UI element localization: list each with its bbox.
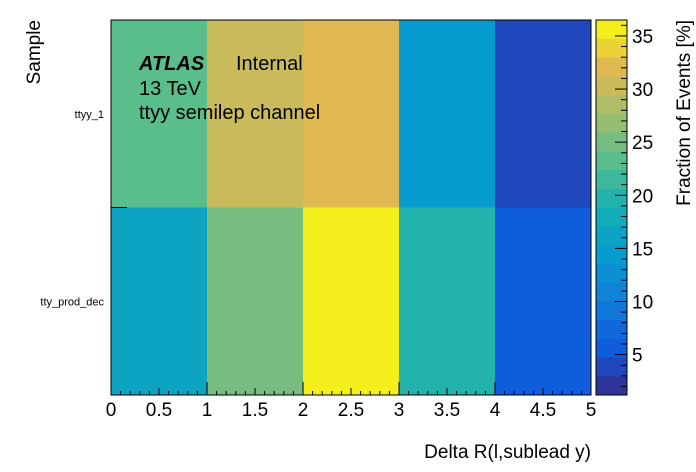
colorbar-band bbox=[596, 20, 627, 39]
colorbar-band bbox=[596, 376, 627, 395]
heatmap-cell bbox=[495, 20, 591, 208]
energy-label: 13 TeV bbox=[139, 78, 202, 100]
y-tick-label: ttyy_1 bbox=[75, 109, 104, 121]
colorbar-tick-label: 5 bbox=[632, 346, 643, 367]
internal-label: Internal bbox=[236, 53, 303, 75]
colorbar-band bbox=[596, 245, 627, 264]
atlas-label: ATLAS bbox=[138, 53, 205, 75]
colorbar-band bbox=[596, 207, 627, 227]
y-axis-title: Sample bbox=[24, 20, 45, 84]
x-axis-title: Delta R(l,sublead y) bbox=[424, 442, 591, 463]
x-tick-label: 2 bbox=[298, 400, 309, 421]
colorbar-band bbox=[596, 301, 627, 320]
colorbar-band bbox=[596, 320, 627, 339]
colorbar-tick-label: 25 bbox=[632, 133, 653, 154]
x-tick-label: 3 bbox=[394, 400, 405, 421]
colorbar-tick-label: 20 bbox=[632, 186, 653, 207]
colorbar-band bbox=[596, 226, 627, 245]
x-tick-label: 1 bbox=[202, 400, 213, 421]
heatmap-cells bbox=[111, 20, 591, 395]
heatmap-cell bbox=[303, 207, 399, 395]
colorbar-frame bbox=[595, 19, 628, 396]
colorbar-band bbox=[596, 38, 627, 58]
x-tick-label: 0.5 bbox=[146, 400, 172, 421]
heatmap-cell bbox=[303, 20, 399, 208]
heatmap-cell bbox=[399, 20, 495, 208]
colorbar-band bbox=[596, 188, 627, 208]
colorbar-tick-label: 35 bbox=[632, 27, 653, 48]
x-axis-ticks bbox=[110, 382, 592, 395]
x-tick-label: 1.5 bbox=[242, 400, 268, 421]
colorbar-tick-label: 15 bbox=[632, 239, 653, 260]
channel-label: ttyy semilep channel bbox=[139, 102, 320, 124]
colorbar-band bbox=[596, 57, 627, 77]
colorbar-title: Fraction of Events [%] bbox=[674, 20, 695, 206]
colorbar-band bbox=[596, 76, 627, 95]
colorbar-band bbox=[596, 282, 627, 302]
x-tick-label: 5 bbox=[586, 400, 597, 421]
y-axis-tick-labels: ttyy_1 tty_prod_dec bbox=[40, 109, 104, 309]
x-tick-label: 2.5 bbox=[338, 400, 364, 421]
colorbar-tick-label: 30 bbox=[632, 80, 653, 101]
colorbar-tick-label: 10 bbox=[632, 293, 653, 314]
colorbar-band bbox=[596, 95, 627, 114]
colorbar-band bbox=[596, 151, 627, 170]
colorbar-band bbox=[596, 132, 627, 152]
y-tick-label: tty_prod_dec bbox=[40, 296, 104, 308]
colorbar-band bbox=[596, 338, 627, 358]
colorbar-band bbox=[596, 170, 627, 189]
colorbar-band bbox=[596, 357, 627, 377]
colorbar-band bbox=[596, 263, 627, 283]
colorbar bbox=[595, 19, 628, 396]
colorbar-ticks: 5 10 15 20 25 30 35 bbox=[615, 24, 653, 388]
heatmap-cell bbox=[207, 20, 303, 208]
colorbar-band bbox=[596, 113, 627, 133]
x-axis-tick-labels: 0 0.5 1 1.5 2 2.5 3 3.5 4 4.5 5 bbox=[106, 400, 597, 421]
x-tick-label: 3.5 bbox=[434, 400, 460, 421]
heatmap-cell bbox=[495, 207, 591, 395]
x-tick-label: 4.5 bbox=[530, 400, 556, 421]
x-tick-label: 4 bbox=[490, 400, 501, 421]
heatmap-cell bbox=[111, 20, 207, 208]
heatmap-cell bbox=[111, 207, 207, 395]
heatmap-cell bbox=[399, 207, 495, 395]
x-tick-label: 0 bbox=[106, 400, 117, 421]
heatmap-cell bbox=[207, 207, 303, 395]
